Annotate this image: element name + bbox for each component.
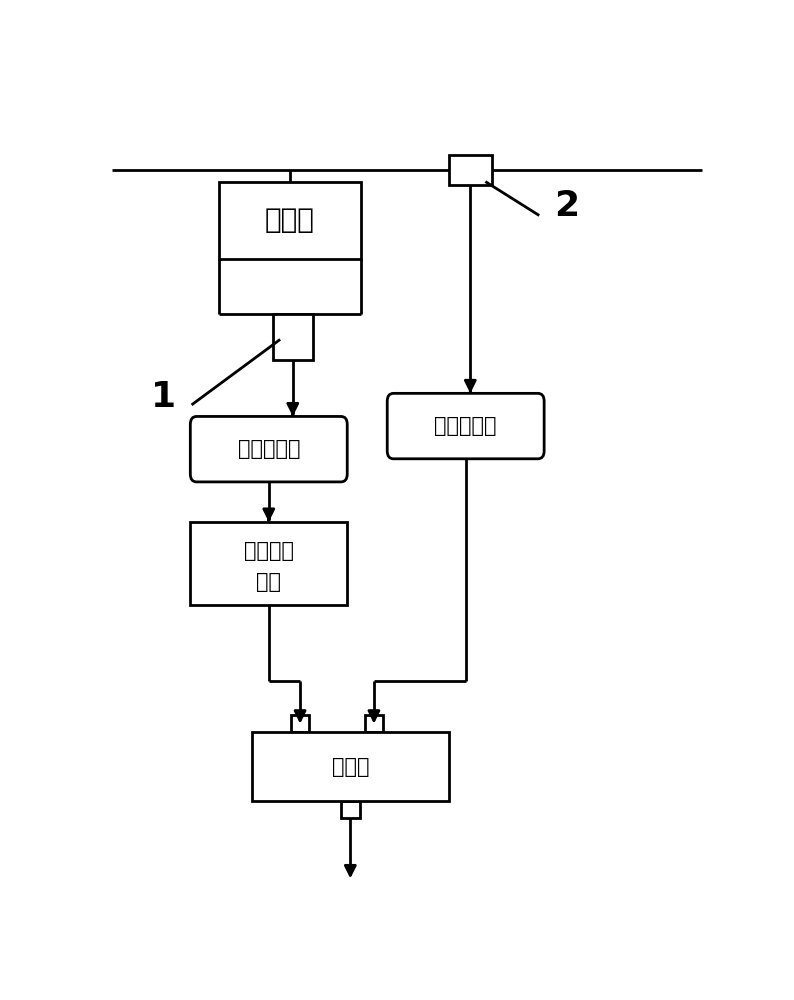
Bar [252, 732, 449, 801]
Bar [219, 182, 360, 259]
Bar [449, 155, 491, 185]
Text: 微分电路: 微分电路 [244, 541, 294, 561]
FancyBboxPatch shape [387, 393, 544, 459]
Bar [191, 522, 347, 605]
Bar [364, 715, 384, 732]
FancyBboxPatch shape [191, 416, 347, 482]
Text: 2: 2 [554, 189, 580, 223]
Text: 1: 1 [152, 380, 176, 414]
Bar [291, 715, 310, 732]
Bar [341, 801, 360, 818]
Bar [273, 314, 313, 360]
Text: 灯弧室: 灯弧室 [265, 206, 315, 234]
Text: 加法器: 加法器 [332, 757, 369, 777]
Text: 第一示波器: 第一示波器 [237, 439, 300, 459]
Text: 单元: 单元 [256, 572, 281, 592]
Text: 第二示波器: 第二示波器 [434, 416, 497, 436]
